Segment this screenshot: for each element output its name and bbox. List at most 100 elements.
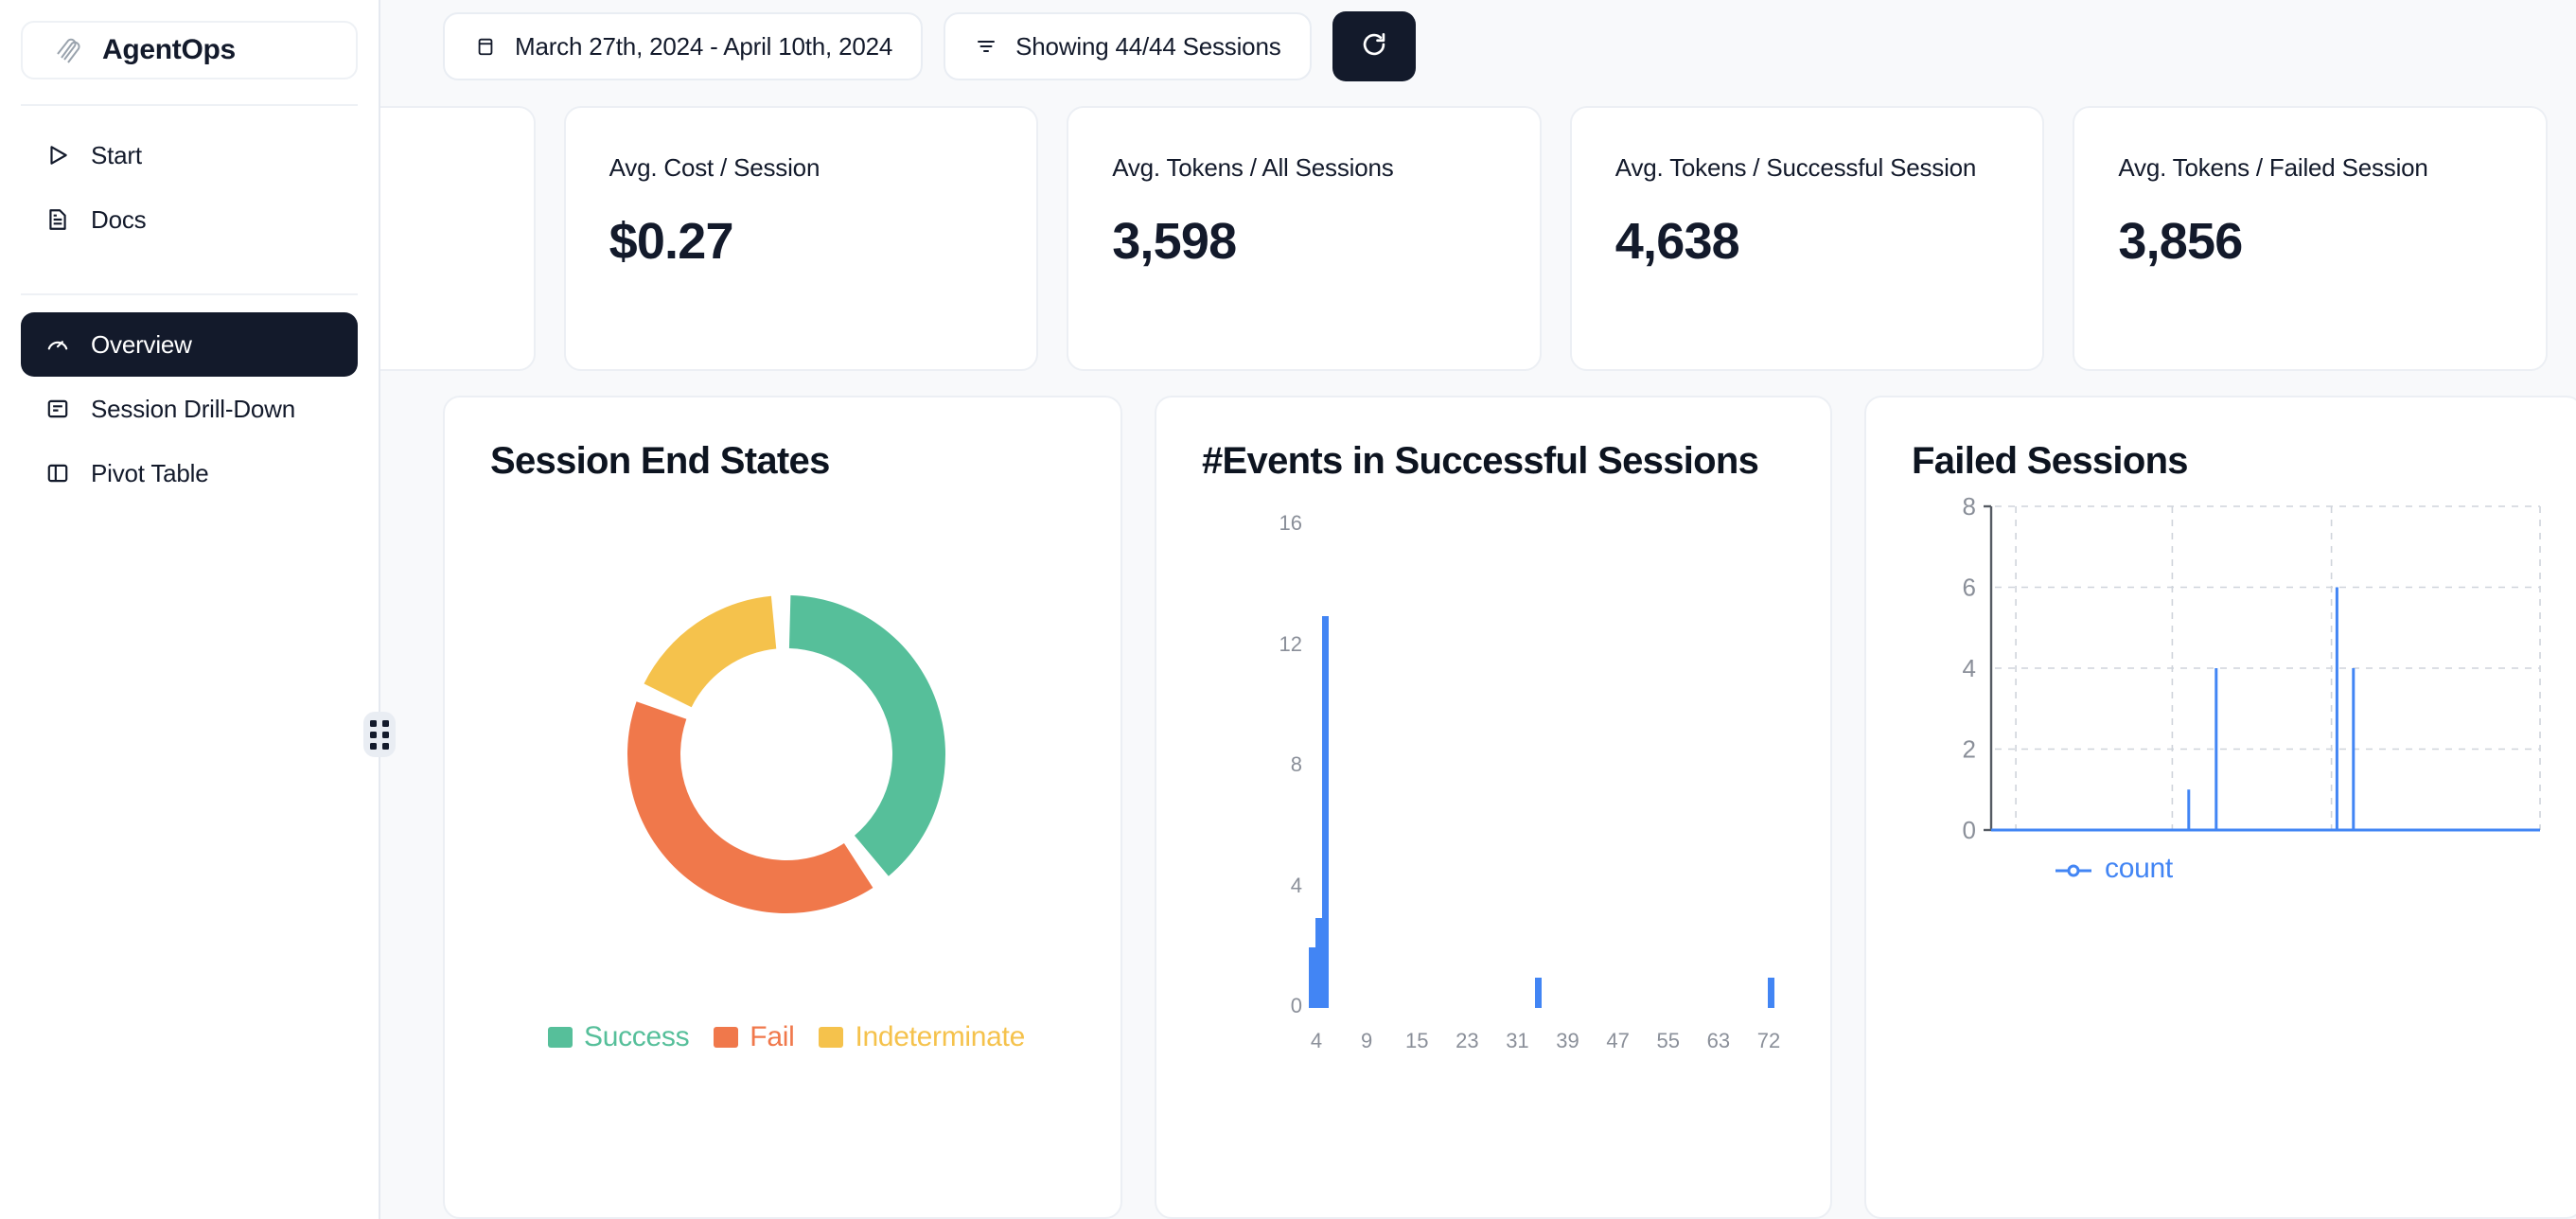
sidebar-item-docs[interactable]: Docs [21,187,358,252]
y-tick-label: 0 [1963,816,1976,844]
kpi-label: Avg. Tokens / Successful Session [1614,153,1977,182]
y-tick-label: 4 [1963,654,1976,682]
main-content: March 27th, 2024 - April 10th, 2024 Show… [380,0,2576,1219]
list-box-icon [44,395,72,423]
donut-slice-success[interactable] [788,595,945,876]
filter-icon [974,34,998,59]
paperclip-logo-icon [51,34,83,66]
x-tick-label: 72 [1756,1029,1781,1053]
x-tick-label: 39 [1556,1029,1579,1053]
bar-chart: 0 4 8 12 16 4 9 15 23 31 39 47 55 63 72 [1202,491,1792,1097]
sidebar-item-overview[interactable]: Overview [21,312,358,377]
x-tick-label: 63 [1706,1029,1731,1053]
date-range-picker[interactable]: March 27th, 2024 - April 10th, 2024 [443,12,924,80]
calendar-icon [473,34,498,59]
sidebar-item-pivot-table-label: Pivot Table [91,458,209,487]
kpi-card-avg-tokens-successful-session: Avg. Tokens / Successful Session 4,638 [1569,106,2045,371]
panel-split-icon [44,459,72,487]
donut-legend: Success Fail Indeterminate [490,1021,1083,1053]
document-icon [44,205,72,234]
y-tick-label: 2 [1963,735,1976,764]
donut-slice-fail[interactable] [627,701,873,914]
kpi-value: $4.79 [380,212,492,271]
bar [1315,917,1322,1009]
x-tick-label: 47 [1606,1029,1630,1053]
refresh-button[interactable] [1332,11,1416,81]
y-tick-label: 6 [1963,574,1976,602]
brand-name: AgentOps [102,34,236,65]
chart-row: Session End States Success Fail [380,371,2576,1219]
refresh-icon [1358,28,1390,65]
legend-label-count: count [2105,853,2173,885]
chart-card-events-in-successful-sessions: #Events in Successful Sessions 0 4 8 12 16 4 9… [1155,396,1832,1219]
play-icon [44,141,72,169]
kpi-label: Avg. Tokens / All Sessions [1112,153,1394,182]
sidebar-item-pivot-table[interactable]: Pivot Table [21,441,358,505]
line-series-count [1991,587,2540,832]
kpi-card-avg-tokens-failed-session: Avg. Tokens / Failed Session 3,856 [2073,106,2548,371]
y-tick-label: 16 [1279,511,1302,536]
sessions-filter-button[interactable]: Showing 44/44 Sessions [944,12,1312,80]
sidebar-item-session-drill-down-label: Session Drill-Down [91,394,296,423]
y-tick-label: 8 [1290,752,1302,777]
legend-label: Fail [750,1021,795,1053]
y-tick-label: 4 [1290,873,1302,897]
grip-dots-icon [370,719,389,750]
kpi-value: 3,598 [1112,213,1237,271]
y-tick-label: 12 [1279,631,1302,656]
legend-swatch [819,1027,844,1049]
legend-line-marker-icon [2054,853,2093,885]
kpi-card-total-cost: Total Cost $4.79 [380,106,536,371]
chart-card-session-end-states: Session End States Success Fail [443,396,1122,1219]
x-tick-label: 4 [1310,1029,1323,1053]
sidebar-item-docs-label: Docs [91,204,147,234]
chart-title: Failed Sessions [1912,440,2189,482]
chart-title: #Events in Successful Sessions [1202,440,1759,482]
sidebar-item-start[interactable]: Start [21,123,358,187]
chart-card-failed-sessions: Failed Sessions 0 2 4 6 8 count [1864,396,2576,1219]
kpi-value: 4,638 [1614,213,1740,271]
legend-item-success[interactable]: Success [548,1021,690,1053]
bar [1768,978,1774,1009]
line-chart-legend[interactable]: count [2054,853,2173,885]
brand-button[interactable]: AgentOps [21,21,358,80]
kpi-label: Total Cost [380,151,492,184]
kpi-card-avg-cost-session: Avg. Cost / Session $0.27 [563,106,1039,371]
bar [1308,947,1315,1009]
legend-swatch [548,1027,573,1049]
y-tick-label: 8 [1963,493,1976,521]
sidebar: AgentOps Start Docs [0,0,396,1219]
sidebar-item-start-label: Start [91,140,142,169]
kpi-row: Total Cost $4.79 Avg. Cost / Session $0.… [380,87,2576,371]
kpi-label: Avg. Cost / Session [609,153,820,182]
kpi-label: Avg. Tokens / Failed Session [2118,153,2428,182]
sidebar-divider-top [21,104,358,106]
y-tick-label: 0 [1290,994,1302,1018]
x-tick-label: 23 [1456,1029,1479,1053]
x-tick-label: 31 [1506,1029,1529,1053]
legend-item-fail[interactable]: Fail [714,1021,795,1053]
sidebar-resize-handle[interactable] [363,712,396,757]
bar [1534,978,1542,1009]
toolbar: March 27th, 2024 - April 10th, 2024 Show… [380,0,2576,87]
sidebar-divider-bottom [21,293,358,295]
date-range-label: March 27th, 2024 - April 10th, 2024 [515,31,893,61]
legend-item-indeterminate[interactable]: Indeterminate [819,1021,1025,1053]
donut-chart [490,489,1083,1019]
legend-label: Success [584,1021,690,1053]
kpi-card-avg-tokens-all-sessions: Avg. Tokens / All Sessions 3,598 [1067,106,1542,371]
donut-slice-indeterminate[interactable] [644,595,777,708]
kpi-value: $0.27 [609,213,734,271]
sidebar-primary-group: Start Docs [21,106,358,269]
sessions-filter-label: Showing 44/44 Sessions [1015,31,1281,61]
chart-title: Session End States [490,440,830,482]
kpi-value: 3,856 [2118,213,2243,271]
x-tick-label: 55 [1656,1029,1680,1053]
legend-swatch [714,1027,739,1049]
gauge-icon [44,330,72,359]
sidebar-item-overview-label: Overview [91,329,192,359]
line-chart: 0 2 4 6 8 count [1912,487,2544,1093]
legend-label: Indeterminate [855,1021,1025,1053]
x-tick-label: 15 [1404,1029,1429,1053]
sidebar-item-session-drill-down[interactable]: Session Drill-Down [21,377,358,441]
